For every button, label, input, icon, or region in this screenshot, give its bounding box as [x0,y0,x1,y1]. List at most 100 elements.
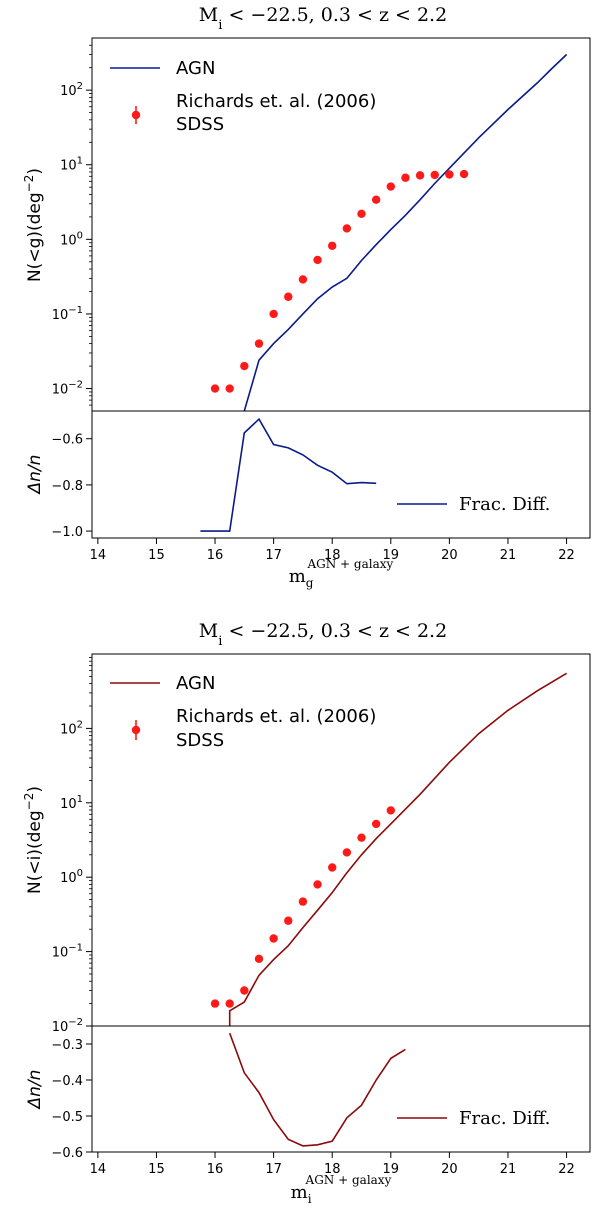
richards-point [357,209,366,218]
richards-point [225,384,234,393]
bottom-residual-ylabel: Δn/n [25,1070,45,1111]
x-tick-label: 14 [90,1162,107,1177]
top-figure: Mi < −22.5, 0.3 < z < 2.2 10−2 10−1 100 101… [22,4,591,590]
richards-point [415,171,425,180]
frac-diff-line [228,1032,406,1147]
richards-point [284,292,293,301]
richards-point [269,309,278,319]
richards-point [284,916,293,925]
bottom-residual-panel: −0.6 −0.5 −0.4 −0.3 14 15 16 17 18 19 20 21 22 Δn/n… [25,1025,591,1177]
bottom-residual-y-ticks: −0.6 −0.5 −0.4 −0.3 [51,1038,92,1161]
richards-point [254,954,264,964]
bottom-figure: Mi < −22.5, 0.3 < z < 2.2 10−2 10−1 100 101… [22,620,591,1206]
y-tick-label: 10−2 [52,1017,83,1035]
x-tick-label: 18 [324,548,341,563]
y-tick-label: 100 [60,230,83,248]
legend-richards-label-2: SDSS [176,730,224,751]
bottom-main-legend: AGN Richards et. al. (2006) SDSS [110,673,376,751]
legend-richards-marker [131,725,141,735]
richards-point [328,241,337,250]
y-tick-label: −0.8 [51,479,83,494]
top-main-marks [210,53,568,412]
richards-point [313,880,322,889]
top-main-panel: 10−2 10−1 100 101 102 N(<g)(deg−2) AGN Richa… [22,37,591,412]
top-residual-panel: −1.0 −0.8 −0.6 14 15 16 17 18 19 20 21 22 Δn/n Fra… [25,410,591,563]
x-tick-label: 22 [558,1162,575,1177]
top-residual-marks [200,417,377,532]
bottom-residual-marks [228,1032,406,1147]
richards-point [342,224,352,233]
y-tick-label: −0.5 [51,1110,83,1125]
y-tick-label: 10−2 [52,380,83,398]
top-residual-x-ticks: 14 15 16 17 18 19 20 21 22 [90,538,575,563]
richards-point [386,182,395,191]
richards-point [254,339,264,348]
richards-point [371,819,381,829]
richards-point [313,255,322,265]
top-main-legend: AGN Richards et. al. (2006) SDSS [110,58,376,135]
y-tick-label: 102 [60,719,83,737]
top-xlabel: mgAGN + galaxy [289,557,394,590]
x-tick-label: 16 [207,1162,224,1177]
x-tick-label: 19 [383,548,400,563]
richards-point [269,934,278,943]
richards-point [430,170,439,180]
x-tick-label: 18 [324,1162,341,1177]
x-tick-label: 21 [500,548,517,563]
richards-point [445,170,454,179]
legend-richards-label-1: Richards et. al. (2006) [176,706,376,727]
bottom-main-ylabel: N(<i)(deg−2) [22,786,45,894]
richards-point [298,897,308,906]
legend-frac-label: Frac. Diff. [459,494,550,515]
x-tick-label: 21 [500,1162,517,1177]
top-main-y-ticks: 10−2 10−1 100 101 102 [52,44,92,406]
x-tick-label: 15 [148,548,165,563]
y-tick-label: 101 [60,156,83,174]
richards-point [328,863,337,872]
legend-richards-label-1: Richards et. al. (2006) [176,91,376,112]
richards-point [225,999,234,1008]
frac-diff-line [200,417,377,532]
y-tick-label: 100 [60,868,83,886]
y-tick-label: 101 [60,794,83,812]
bottom-main-marks [210,672,568,1026]
richards-point [298,275,308,284]
y-tick-label: 102 [60,81,83,99]
bottom-residual-x-ticks: 14 15 16 17 18 19 20 21 22 [90,1152,575,1177]
legend-richards-marker [131,110,141,120]
bottom-xlabel: miAGN + galaxy [291,1173,392,1206]
x-tick-label: 15 [148,1162,165,1177]
richards-point [342,848,352,857]
richards-point [210,384,220,393]
richards-point [371,195,381,204]
top-residual-y-ticks: −1.0 −0.8 −0.6 [51,433,92,540]
richards-point [386,806,395,815]
richards-point [210,999,220,1008]
richards-point [240,361,249,371]
agn-line [228,672,568,1026]
bottom-title: Mi < −22.5, 0.3 < z < 2.2 [199,620,447,649]
richards-point [240,986,249,995]
richards-point [401,173,410,182]
richards-point [357,833,366,842]
x-tick-label: 17 [265,548,282,563]
legend-richards-label-2: SDSS [176,114,224,135]
y-tick-label: −0.3 [51,1038,83,1053]
agn-line [243,53,568,412]
top-residual-ylabel: Δn/n [25,455,45,496]
x-tick-label: 16 [207,548,224,563]
y-tick-label: 10−1 [52,305,83,323]
bottom-main-panel: 10−2 10−1 100 101 102 N(<i)(deg−2) AGN Richa… [22,653,591,1035]
top-residual-frame [91,410,591,539]
legend-agn-label: AGN [176,673,215,694]
bottom-main-y-ticks: 10−2 10−1 100 101 102 [52,657,92,1035]
x-tick-label: 19 [383,1162,400,1177]
y-tick-label: −0.6 [51,433,83,448]
y-tick-label: −1.0 [51,525,83,540]
x-tick-label: 17 [265,1162,282,1177]
y-tick-label: −0.6 [51,1146,83,1161]
legend-frac-label: Frac. Diff. [459,1108,550,1129]
y-tick-label: −0.4 [51,1074,83,1089]
richards-point [459,169,469,179]
